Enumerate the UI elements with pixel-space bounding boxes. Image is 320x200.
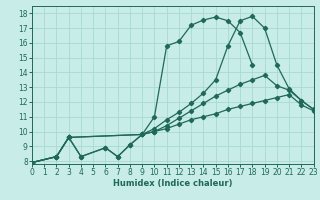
X-axis label: Humidex (Indice chaleur): Humidex (Indice chaleur) [113, 179, 233, 188]
